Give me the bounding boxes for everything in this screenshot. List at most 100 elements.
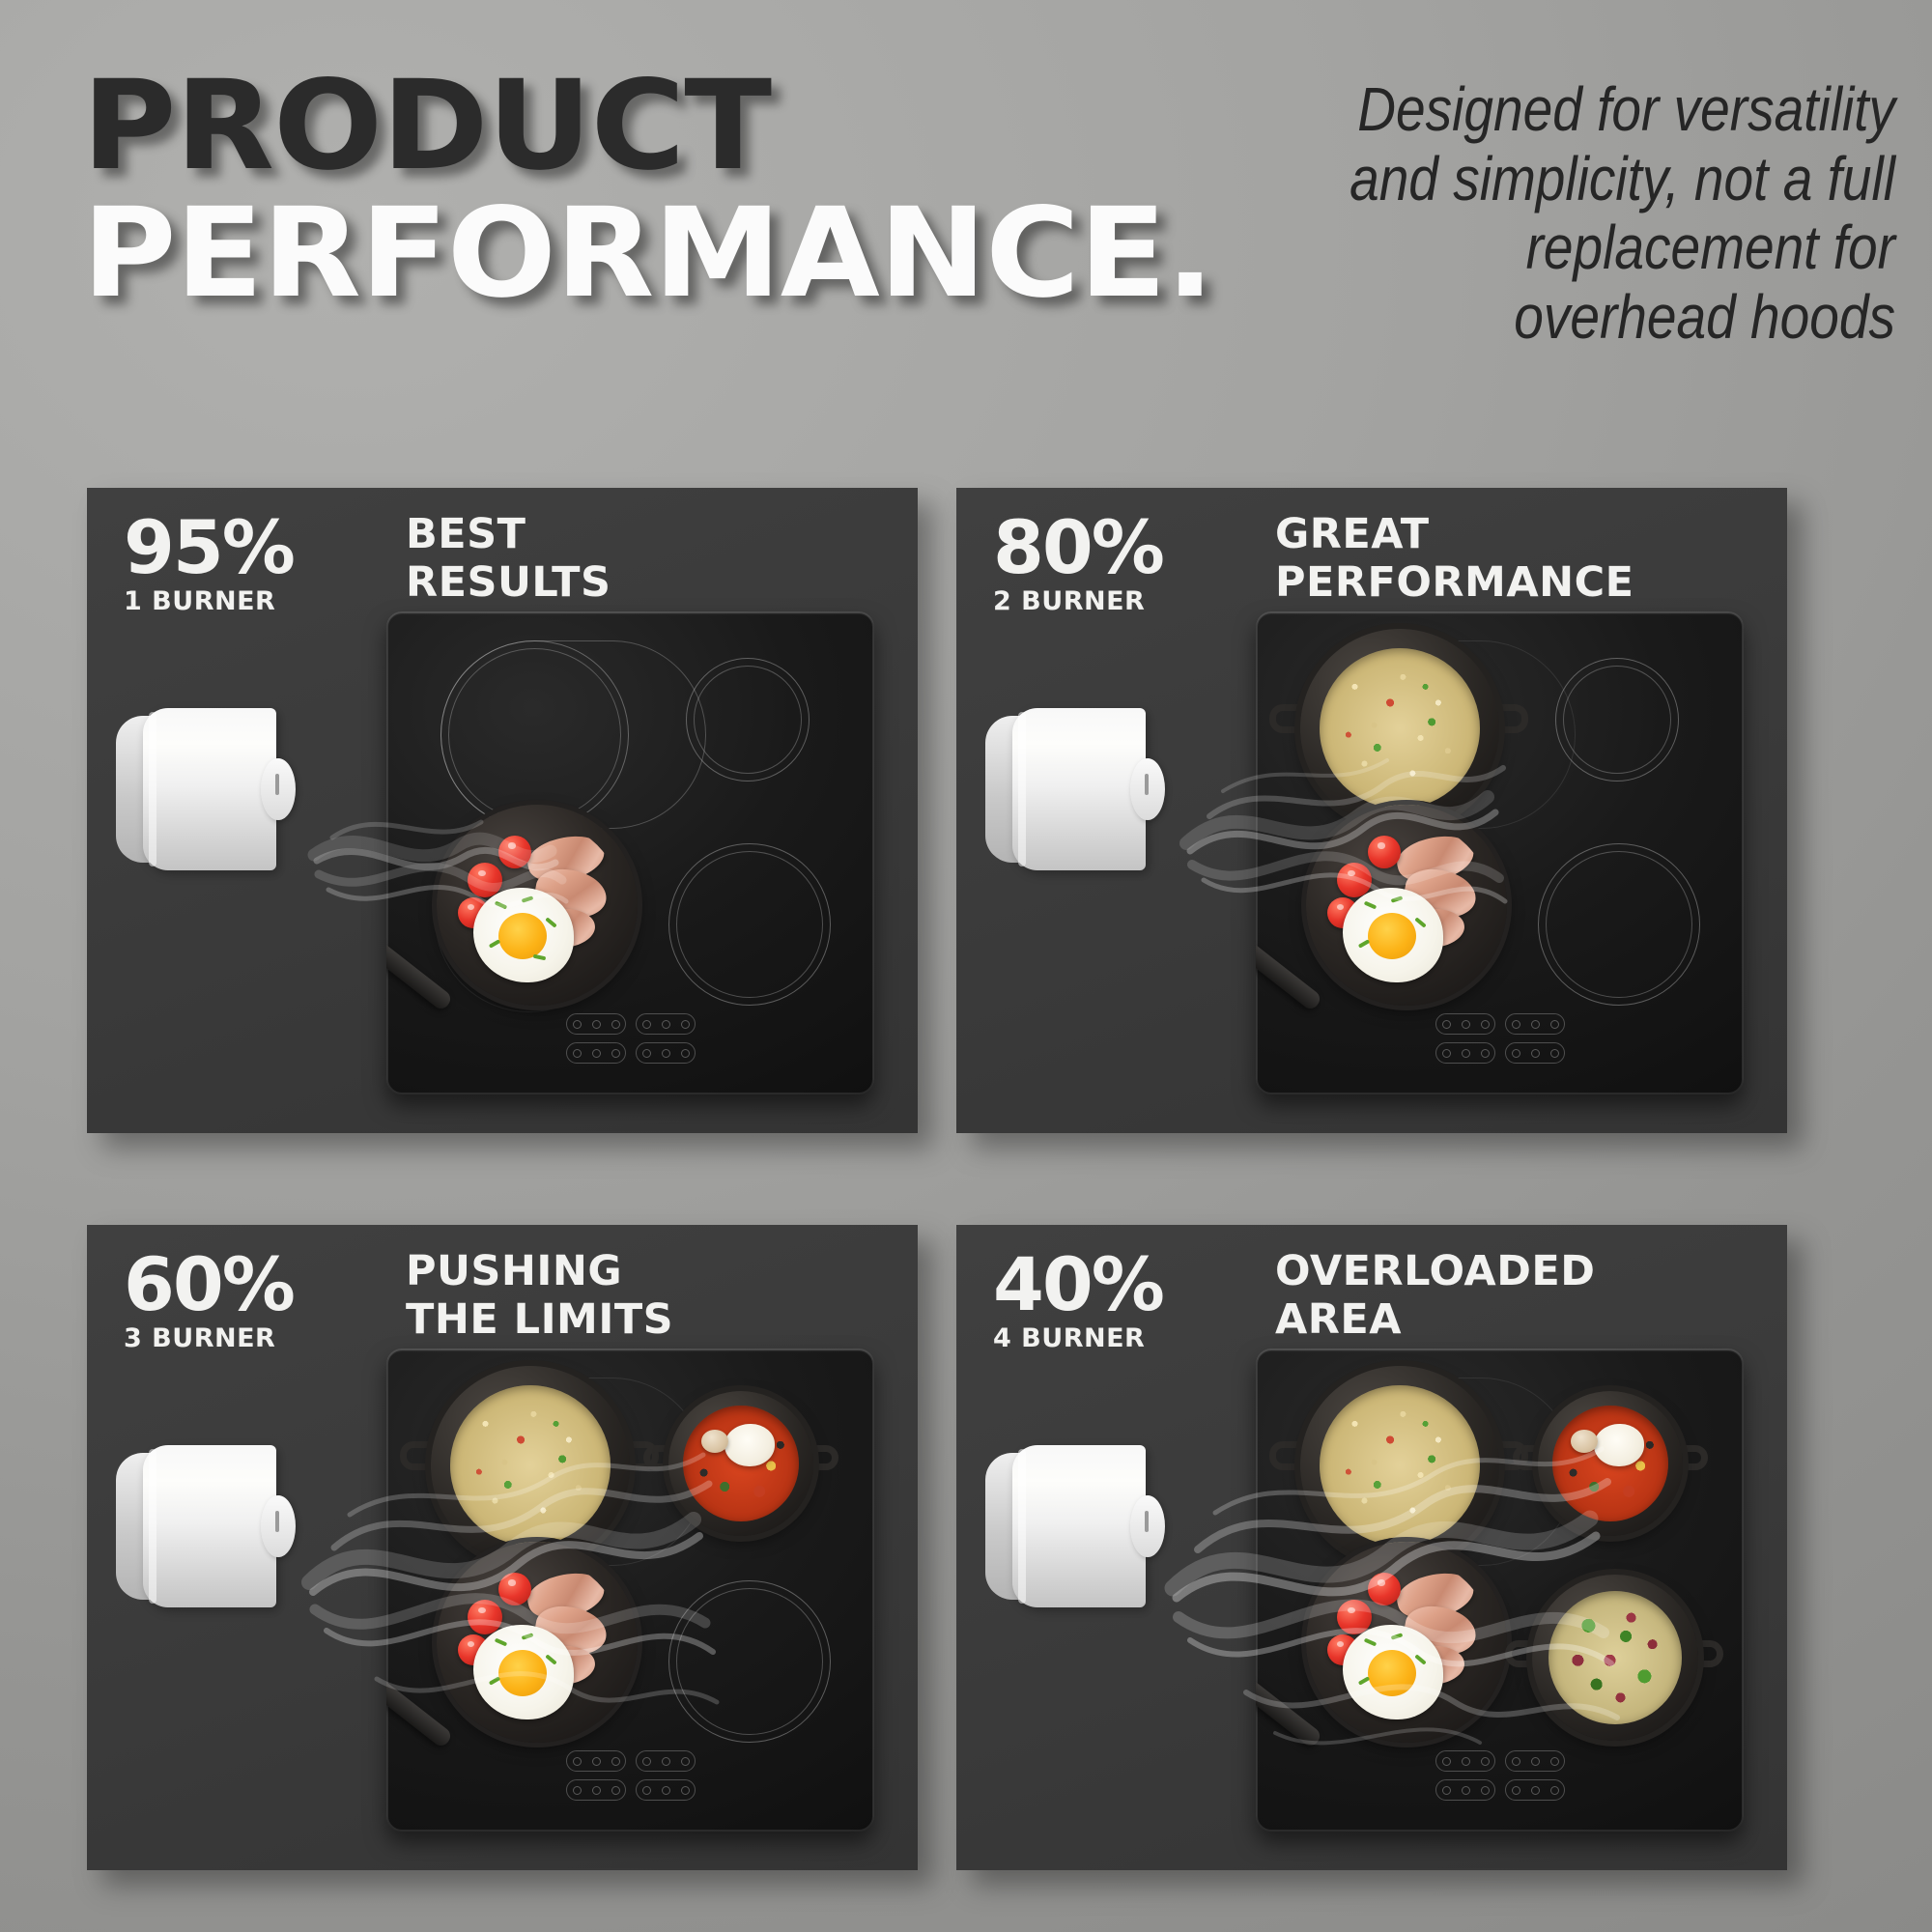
power-button-icon[interactable]	[1530, 1756, 1540, 1766]
power-button-icon[interactable]	[591, 1785, 601, 1795]
fan-body	[143, 1445, 276, 1607]
control-cluster[interactable]	[636, 1013, 696, 1035]
headline-line-1: PUSHING	[406, 1247, 623, 1295]
cooktop-control-panel[interactable]	[1435, 1750, 1571, 1804]
panel-1-burner: 95% 1 BURNER BEST RESULTS	[87, 488, 918, 1133]
power-button-icon[interactable]	[1530, 1019, 1540, 1029]
power-button-icon[interactable]	[1461, 1019, 1470, 1029]
minus-button-icon[interactable]	[1441, 1048, 1451, 1058]
plus-button-icon[interactable]	[611, 1785, 620, 1795]
control-cluster[interactable]	[1435, 1750, 1495, 1772]
control-cluster[interactable]	[566, 1779, 626, 1801]
power-button-icon[interactable]	[661, 1756, 670, 1766]
skillet-egg-bacon-tomato	[386, 1542, 638, 1749]
skillet-egg-bacon-tomato	[1256, 1542, 1507, 1749]
burner-count-label: 1 BURNER	[124, 586, 276, 617]
plus-button-icon[interactable]	[1549, 1785, 1559, 1795]
cooktop-surface	[1256, 1349, 1744, 1832]
minus-button-icon[interactable]	[641, 1756, 651, 1766]
power-button-icon[interactable]	[661, 1019, 670, 1029]
plus-button-icon[interactable]	[1549, 1048, 1559, 1058]
power-button-icon[interactable]	[1530, 1048, 1540, 1058]
power-button-icon[interactable]	[1461, 1048, 1470, 1058]
fan-intake-port	[1130, 1495, 1165, 1557]
control-cluster[interactable]	[1435, 1779, 1495, 1801]
fried-rice-food	[1320, 648, 1480, 809]
small-round-burner	[686, 658, 810, 781]
minus-button-icon[interactable]	[1441, 1756, 1451, 1766]
power-button-icon[interactable]	[591, 1756, 601, 1766]
plus-button-icon[interactable]	[1480, 1756, 1490, 1766]
minus-button-icon[interactable]	[641, 1019, 651, 1029]
control-cluster[interactable]	[1505, 1013, 1565, 1035]
power-button-icon[interactable]	[591, 1019, 601, 1029]
plus-button-icon[interactable]	[611, 1019, 620, 1029]
minus-button-icon[interactable]	[572, 1048, 582, 1058]
minus-button-icon[interactable]	[572, 1019, 582, 1029]
headline-line-2: RESULTS	[406, 557, 611, 607]
power-button-icon[interactable]	[1530, 1785, 1540, 1795]
plus-button-icon[interactable]	[680, 1756, 690, 1766]
extractor-fan-icon	[985, 1445, 1179, 1609]
minus-button-icon[interactable]	[572, 1785, 582, 1795]
minus-button-icon[interactable]	[1441, 1019, 1451, 1029]
cherry-tomato	[468, 1600, 502, 1634]
percent-value: 40%	[993, 1241, 1165, 1327]
minus-button-icon[interactable]	[1511, 1048, 1520, 1058]
minus-button-icon[interactable]	[1511, 1785, 1520, 1795]
plus-button-icon[interactable]	[680, 1048, 690, 1058]
plus-button-icon[interactable]	[1549, 1019, 1559, 1029]
plus-button-icon[interactable]	[680, 1785, 690, 1795]
minus-button-icon[interactable]	[1511, 1756, 1520, 1766]
cooktop-control-panel[interactable]	[566, 1013, 701, 1067]
control-cluster[interactable]	[636, 1042, 696, 1064]
control-cluster[interactable]	[1435, 1013, 1495, 1035]
power-button-icon[interactable]	[661, 1048, 670, 1058]
plus-button-icon[interactable]	[611, 1048, 620, 1058]
headline-line-2: PERFORMANCE	[1275, 557, 1634, 607]
control-cluster[interactable]	[636, 1779, 696, 1801]
mushroom-slice	[701, 1430, 728, 1453]
plus-button-icon[interactable]	[1480, 1048, 1490, 1058]
wok-fried-rice	[1269, 629, 1528, 828]
plus-button-icon[interactable]	[611, 1756, 620, 1766]
tagline-line-2: and simplicity, not a full	[1350, 143, 1895, 213]
wok-fried-rice	[400, 1366, 659, 1565]
panel-headline: GREAT PERFORMANCE	[1275, 510, 1758, 608]
skillet-food	[452, 820, 622, 990]
cooktop-control-panel[interactable]	[1435, 1013, 1571, 1067]
plus-button-icon[interactable]	[680, 1019, 690, 1029]
power-button-icon[interactable]	[591, 1048, 601, 1058]
control-cluster[interactable]	[636, 1750, 696, 1772]
mushroom-slice	[1571, 1430, 1598, 1453]
power-button-icon[interactable]	[1461, 1756, 1470, 1766]
minus-button-icon[interactable]	[1441, 1785, 1451, 1795]
control-cluster[interactable]	[1505, 1042, 1565, 1064]
cooktop-control-panel[interactable]	[566, 1750, 701, 1804]
plus-button-icon[interactable]	[1480, 1785, 1490, 1795]
minus-button-icon[interactable]	[641, 1048, 651, 1058]
headline-line-1: GREAT	[1275, 510, 1430, 558]
power-button-icon[interactable]	[661, 1785, 670, 1795]
burner-count-label: 3 BURNER	[124, 1323, 276, 1354]
fan-body	[143, 708, 276, 870]
control-cluster[interactable]	[566, 1013, 626, 1035]
control-cluster[interactable]	[1505, 1750, 1565, 1772]
plus-button-icon[interactable]	[1549, 1756, 1559, 1766]
control-cluster[interactable]	[566, 1750, 626, 1772]
headline-line-1: BEST	[406, 510, 526, 558]
fried-egg-yolk	[1368, 913, 1416, 959]
control-cluster[interactable]	[1505, 1779, 1565, 1801]
headline-line-2: AREA	[1275, 1294, 1403, 1344]
minus-button-icon[interactable]	[641, 1785, 651, 1795]
minus-button-icon[interactable]	[1511, 1019, 1520, 1029]
control-cluster[interactable]	[566, 1042, 626, 1064]
power-button-icon[interactable]	[1461, 1785, 1470, 1795]
fan-intake-port	[1130, 758, 1165, 820]
plus-button-icon[interactable]	[1480, 1019, 1490, 1029]
minus-button-icon[interactable]	[572, 1756, 582, 1766]
control-cluster[interactable]	[1435, 1042, 1495, 1064]
fan-body	[1012, 1445, 1146, 1607]
fan-intake-port	[261, 758, 296, 820]
large-round-burner	[668, 1580, 831, 1743]
